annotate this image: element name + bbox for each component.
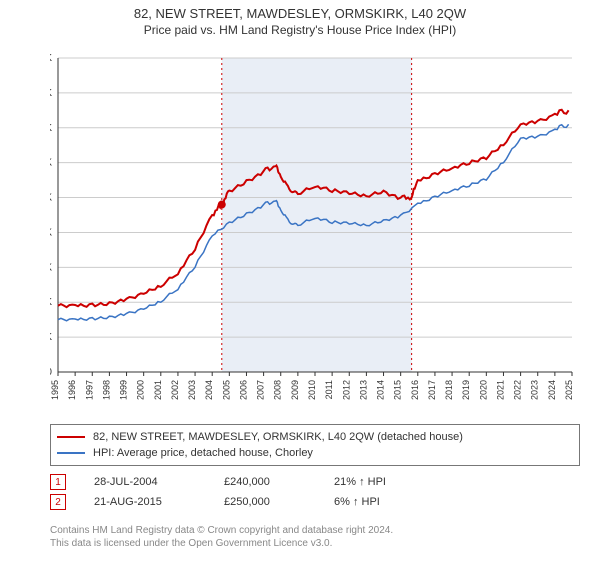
svg-text:2002: 2002 bbox=[170, 380, 180, 400]
svg-text:£400K: £400K bbox=[50, 88, 52, 99]
svg-text:2004: 2004 bbox=[204, 380, 214, 400]
svg-text:2018: 2018 bbox=[444, 380, 454, 400]
svg-text:2006: 2006 bbox=[238, 380, 248, 400]
svg-text:2005: 2005 bbox=[221, 380, 231, 400]
svg-text:£150K: £150K bbox=[50, 262, 52, 273]
page-subtitle: Price paid vs. HM Land Registry's House … bbox=[0, 23, 600, 37]
svg-text:2008: 2008 bbox=[273, 380, 283, 400]
legend-label: HPI: Average price, detached house, Chor… bbox=[93, 447, 313, 459]
svg-text:£450K: £450K bbox=[50, 54, 52, 64]
legend-row: HPI: Average price, detached house, Chor… bbox=[57, 445, 573, 461]
sales-table: 1 28-JUL-2004£240,00021% ↑ HPI 2 21-AUG-201… bbox=[50, 472, 580, 512]
legend-swatch bbox=[57, 436, 85, 438]
legend-swatch bbox=[57, 452, 85, 454]
legend-row: 82, NEW STREET, MAWDESLEY, ORMSKIRK, L40… bbox=[57, 429, 573, 445]
footnote: Contains HM Land Registry data © Crown c… bbox=[50, 524, 580, 550]
svg-text:£200K: £200K bbox=[50, 227, 52, 238]
sale-row: 1 28-JUL-2004£240,00021% ↑ HPI bbox=[50, 472, 580, 492]
svg-text:2021: 2021 bbox=[495, 380, 505, 400]
svg-text:1998: 1998 bbox=[101, 380, 111, 400]
svg-text:2022: 2022 bbox=[513, 380, 523, 400]
sale-price: £250,000 bbox=[224, 496, 334, 508]
svg-text:2009: 2009 bbox=[290, 380, 300, 400]
svg-text:1997: 1997 bbox=[84, 380, 94, 400]
svg-text:2016: 2016 bbox=[410, 380, 420, 400]
sale-row: 2 21-AUG-2015£250,0006% ↑ HPI bbox=[50, 492, 580, 512]
legend-label: 82, NEW STREET, MAWDESLEY, ORMSKIRK, L40… bbox=[93, 431, 463, 443]
legend: 82, NEW STREET, MAWDESLEY, ORMSKIRK, L40… bbox=[50, 424, 580, 466]
svg-text:2003: 2003 bbox=[187, 380, 197, 400]
svg-text:£350K: £350K bbox=[50, 123, 52, 134]
footnote-line: This data is licensed under the Open Gov… bbox=[50, 537, 580, 550]
svg-text:£50K: £50K bbox=[50, 332, 52, 343]
svg-text:2013: 2013 bbox=[358, 380, 368, 400]
svg-text:2015: 2015 bbox=[393, 380, 403, 400]
sale-delta: 6% ↑ HPI bbox=[334, 496, 464, 508]
svg-text:2001: 2001 bbox=[153, 380, 163, 400]
sale-marker-icon: 2 bbox=[50, 494, 66, 510]
svg-text:1999: 1999 bbox=[119, 380, 129, 400]
svg-text:2011: 2011 bbox=[324, 380, 334, 399]
sale-date: 28-JUL-2004 bbox=[94, 476, 224, 488]
svg-text:2017: 2017 bbox=[427, 380, 437, 400]
svg-text:2012: 2012 bbox=[341, 380, 351, 400]
svg-text:2023: 2023 bbox=[530, 380, 540, 400]
svg-text:£100K: £100K bbox=[50, 297, 52, 308]
svg-text:2014: 2014 bbox=[376, 380, 386, 400]
svg-text:£0: £0 bbox=[50, 367, 52, 378]
svg-text:2019: 2019 bbox=[461, 380, 471, 400]
sale-marker-icon: 1 bbox=[50, 474, 66, 490]
svg-text:1996: 1996 bbox=[67, 380, 77, 400]
svg-text:£250K: £250K bbox=[50, 193, 52, 204]
sale-price: £240,000 bbox=[224, 476, 334, 488]
svg-text:2020: 2020 bbox=[478, 380, 488, 400]
svg-text:1995: 1995 bbox=[50, 380, 60, 400]
footnote-line: Contains HM Land Registry data © Crown c… bbox=[50, 524, 580, 537]
price-chart: £0 £50K £100K £150K £200K £250K £300K £350K £400… bbox=[50, 54, 580, 414]
svg-text:2010: 2010 bbox=[307, 380, 317, 400]
page-title: 82, NEW STREET, MAWDESLEY, ORMSKIRK, L40… bbox=[0, 6, 600, 21]
svg-text:2024: 2024 bbox=[547, 380, 557, 400]
svg-text:£300K: £300K bbox=[50, 158, 52, 169]
svg-text:2007: 2007 bbox=[256, 380, 266, 400]
svg-text:2025: 2025 bbox=[564, 380, 574, 400]
svg-text:2000: 2000 bbox=[136, 380, 146, 400]
sale-delta: 21% ↑ HPI bbox=[334, 476, 464, 488]
sale-date: 21-AUG-2015 bbox=[94, 496, 224, 508]
